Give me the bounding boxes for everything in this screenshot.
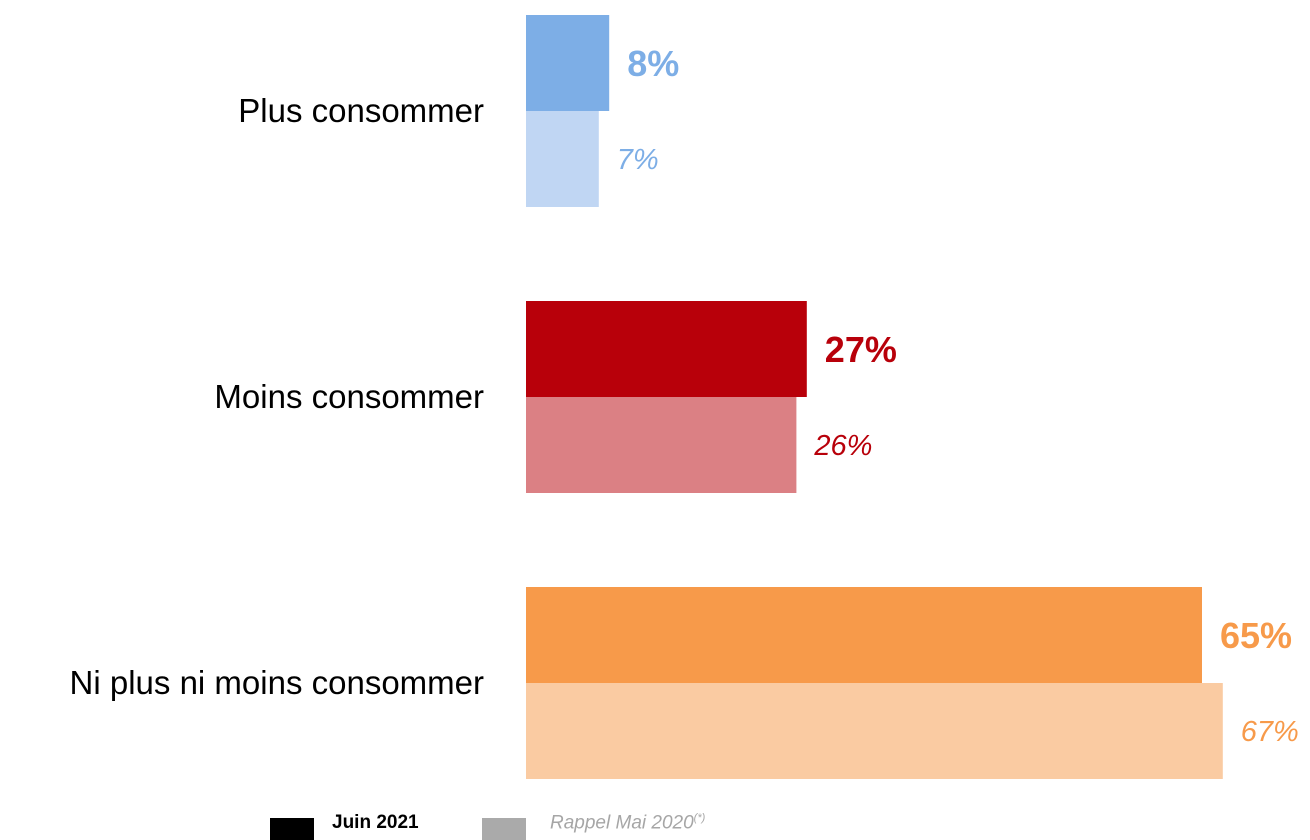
value-label-current-ni-plus-ni-moins-consommer: 65% (1220, 615, 1292, 656)
legend-label-previous-note: (*) (693, 812, 706, 824)
legend-swatch-previous (482, 818, 526, 840)
legend-swatch-current (270, 818, 314, 840)
bar-previous-plus-consommer (526, 111, 599, 207)
bar-chart: Plus consommer 8% 7% Moins consommer 27% 26% N… (70, 15, 1299, 779)
legend-label-previous-text: Rappel Mai 2020 (550, 812, 694, 834)
bar-current-moins-consommer (526, 301, 807, 397)
category-label-ni-plus-ni-moins-consommer: Ni plus ni moins consommer (70, 664, 484, 701)
category-label-moins-consommer: Moins consommer (214, 378, 484, 415)
legend: Juin 2021 Rappel Mai 2020(*) (0, 808, 1310, 840)
bar-previous-ni-plus-ni-moins-consommer (526, 683, 1223, 779)
value-label-previous-plus-consommer: 7% (617, 144, 659, 176)
bar-current-ni-plus-ni-moins-consommer (526, 587, 1202, 683)
value-label-current-moins-consommer: 27% (825, 329, 897, 370)
legend-label-previous: Rappel Mai 2020(*) (550, 812, 705, 834)
value-label-previous-ni-plus-ni-moins-consommer: 67% (1241, 716, 1299, 748)
bar-previous-moins-consommer (526, 397, 797, 493)
value-label-current-plus-consommer: 8% (627, 43, 679, 84)
legend-label-current: Juin 2021 (332, 812, 419, 833)
bar-current-plus-consommer (526, 15, 610, 111)
value-label-previous-moins-consommer: 26% (813, 430, 872, 462)
category-label-plus-consommer: Plus consommer (238, 92, 484, 129)
